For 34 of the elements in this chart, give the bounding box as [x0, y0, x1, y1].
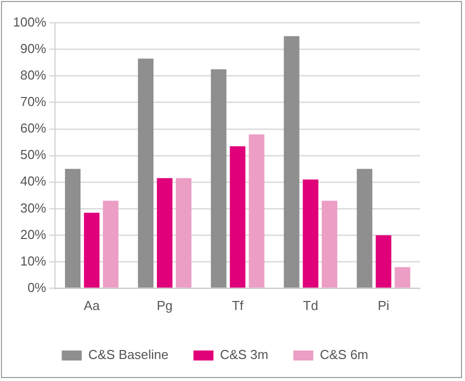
bar	[230, 146, 246, 288]
x-tick-label: Tf	[232, 298, 244, 313]
bar	[84, 212, 100, 288]
x-tick-label: Td	[302, 298, 318, 313]
legend-label: C&S 6m	[320, 347, 368, 362]
x-tick-label: Pi	[378, 298, 390, 313]
y-tick-label: 80%	[20, 68, 47, 82]
y-tick-label: 100%	[13, 14, 47, 30]
bar	[284, 36, 300, 288]
bar	[156, 178, 172, 288]
y-tick-label: 20%	[20, 226, 47, 242]
y-tick-label: 70%	[20, 94, 47, 110]
bar	[376, 235, 392, 288]
x-tick-label: Aa	[84, 298, 100, 313]
y-tick-label: 40%	[20, 174, 47, 189]
y-tick-label: 10%	[20, 253, 47, 268]
bar	[176, 178, 192, 288]
x-tick-label: Pg	[156, 298, 173, 313]
bar	[210, 69, 226, 288]
bar	[248, 134, 264, 288]
y-tick-label: 30%	[20, 200, 47, 216]
y-tick-label: 90%	[20, 40, 47, 56]
bar	[394, 267, 410, 288]
legend-label: C&S 3m	[220, 347, 268, 362]
bar	[356, 168, 372, 288]
legend-label: C&S Baseline	[88, 347, 168, 362]
bar	[102, 200, 118, 288]
y-tick-label: 50%	[20, 147, 47, 162]
y-tick-label: 0%	[27, 280, 47, 295]
bar	[302, 180, 318, 288]
bar	[138, 58, 154, 288]
y-tick-label: 60%	[20, 120, 47, 136]
bar	[64, 168, 81, 288]
bar	[322, 200, 338, 288]
